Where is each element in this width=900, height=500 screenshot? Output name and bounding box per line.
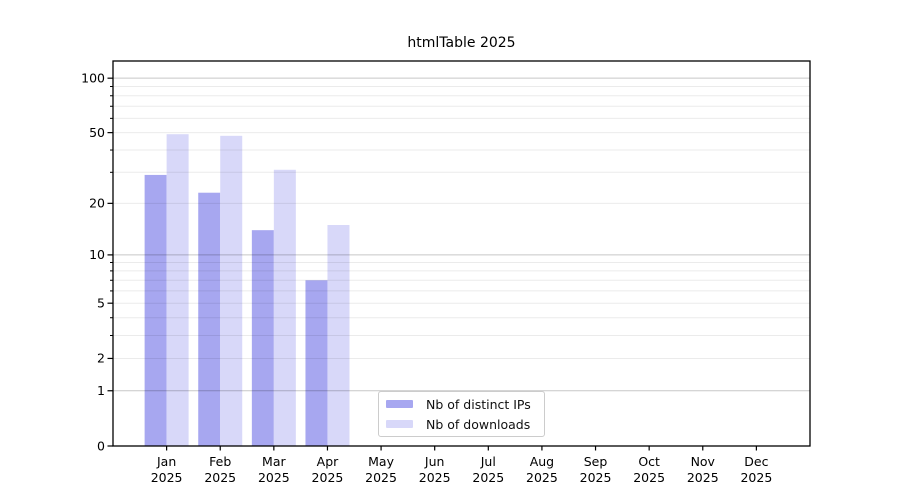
x-tick-label-month: Aug xyxy=(530,454,554,469)
legend-item: Nb of downloads xyxy=(386,417,544,432)
x-tick-label-year: 2025 xyxy=(687,470,719,485)
x-tick-label-month: Dec xyxy=(744,454,768,469)
y-tick-label: 50 xyxy=(89,125,105,140)
y-tick-label: 1 xyxy=(97,383,105,398)
plot-frame xyxy=(112,60,811,447)
y-tick-label: 20 xyxy=(89,196,105,211)
x-tick-label-month: Nov xyxy=(691,454,716,469)
x-tick-label-month: Mar xyxy=(262,454,286,469)
x-tick-label-year: 2025 xyxy=(526,470,558,485)
legend: Nb of distinct IPs Nb of downloads xyxy=(378,391,545,437)
x-tick-label-month: Jan xyxy=(156,454,176,469)
bar-downloads xyxy=(327,225,350,446)
x-tick-label-month: Oct xyxy=(638,454,660,469)
x-tick-label-month: Jul xyxy=(480,454,496,469)
legend-label: Nb of distinct IPs xyxy=(426,396,531,412)
y-tick-label: 5 xyxy=(97,295,105,310)
y-tick-label: 0 xyxy=(97,438,105,453)
bar-downloads xyxy=(220,135,243,447)
x-tick-label-year: 2025 xyxy=(258,470,290,485)
bar-distinct-ips xyxy=(144,174,167,447)
x-tick-label-year: 2025 xyxy=(580,470,612,485)
legend-label: Nb of downloads xyxy=(426,416,531,432)
bar-downloads xyxy=(273,169,296,446)
y-tick-label: 100 xyxy=(81,70,105,85)
x-tick-label-year: 2025 xyxy=(204,470,236,485)
x-tick-label-month: May xyxy=(368,454,394,469)
legend-swatch-downloads xyxy=(386,420,413,428)
x-tick-label-year: 2025 xyxy=(633,470,665,485)
x-tick-label-year: 2025 xyxy=(365,470,397,485)
x-tick-label-month: Sep xyxy=(584,454,608,469)
x-tick-label-year: 2025 xyxy=(312,470,344,485)
x-tick-label-year: 2025 xyxy=(419,470,451,485)
x-tick-label-year: 2025 xyxy=(151,470,183,485)
x-tick-label-year: 2025 xyxy=(472,470,504,485)
legend-item: Nb of distinct IPs xyxy=(386,397,544,412)
x-tick-label-month: Feb xyxy=(209,454,231,469)
bar-downloads xyxy=(166,134,189,446)
legend-swatch-distinct-ips xyxy=(386,400,413,408)
x-tick-label-year: 2025 xyxy=(740,470,772,485)
y-tick-label: 10 xyxy=(89,247,105,262)
x-tick-label-month: Jun xyxy=(424,454,445,469)
y-tick-label: 2 xyxy=(97,351,105,366)
bar-distinct-ips xyxy=(305,280,328,446)
bar-distinct-ips xyxy=(251,230,274,446)
x-tick-label-month: Apr xyxy=(317,454,339,469)
chart-title: htmlTable 2025 xyxy=(407,35,516,51)
bar-distinct-ips xyxy=(198,192,221,446)
